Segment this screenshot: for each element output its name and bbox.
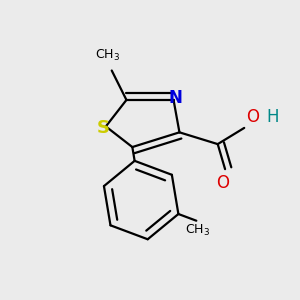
Text: CH$_3$: CH$_3$ [185,223,210,238]
Text: CH$_3$: CH$_3$ [95,48,120,63]
Text: S: S [96,119,110,137]
Text: H: H [266,108,279,126]
Text: N: N [168,89,182,107]
Text: O: O [246,108,259,126]
Text: O: O [216,174,229,192]
